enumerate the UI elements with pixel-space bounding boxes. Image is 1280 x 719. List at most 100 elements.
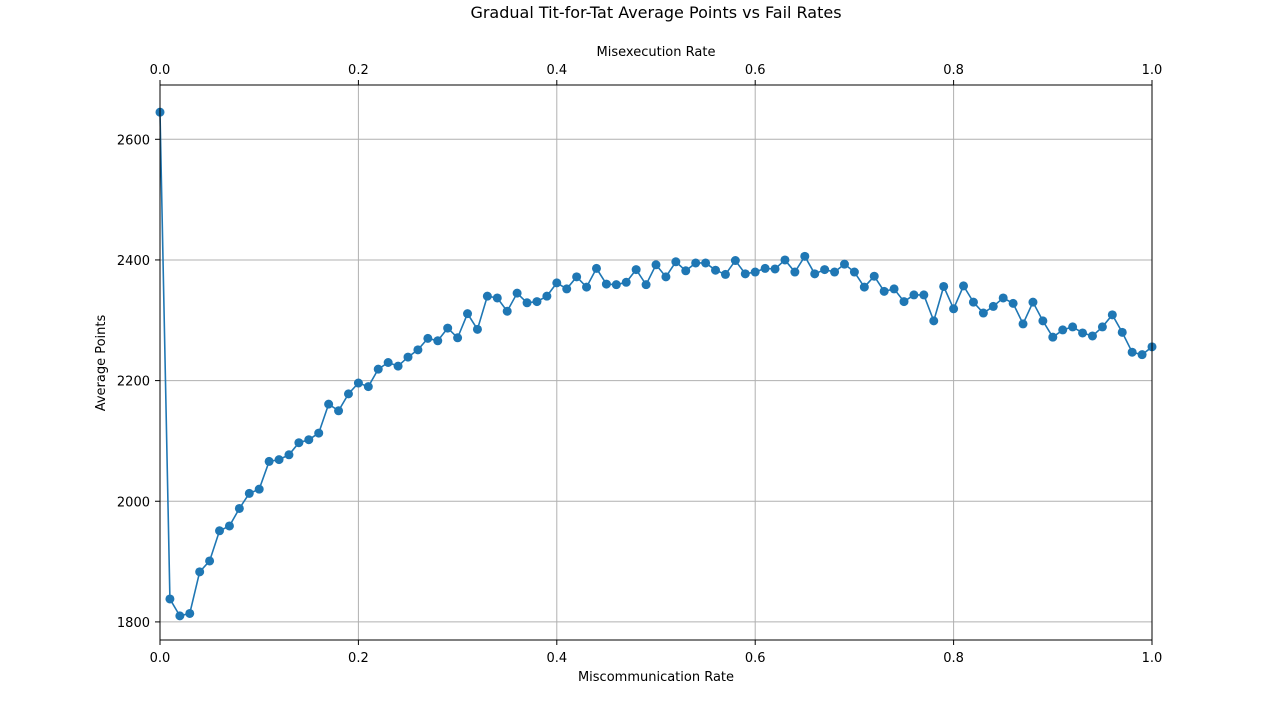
data-point [1028, 297, 1038, 307]
data-point [453, 333, 463, 343]
data-point [661, 272, 671, 282]
data-point [859, 282, 869, 292]
data-point [968, 297, 978, 307]
x2-tick-label: 0.6 [745, 63, 766, 78]
data-point [492, 293, 502, 303]
data-point [294, 438, 304, 448]
x2-tick-label: 0.2 [348, 63, 369, 78]
data-point [651, 260, 661, 270]
data-point [502, 306, 512, 316]
y-tick-label: 2400 [117, 254, 150, 269]
data-point [195, 567, 205, 577]
data-point [1087, 331, 1097, 341]
data-point [730, 256, 740, 266]
data-point [314, 428, 324, 438]
data-point [205, 556, 215, 566]
data-point [572, 272, 582, 282]
data-point [1038, 316, 1048, 326]
data-point [264, 456, 274, 466]
data-point [830, 267, 840, 277]
data-point [383, 358, 393, 367]
data-point [1127, 347, 1137, 357]
data-point [413, 345, 423, 355]
data-point [224, 521, 234, 531]
x-tick-label: 0.2 [348, 651, 369, 666]
data-point [215, 526, 225, 536]
data-point [244, 488, 254, 498]
data-point [423, 333, 433, 343]
data-point [909, 290, 919, 300]
data-point [879, 286, 889, 296]
grid-lines [159, 85, 1153, 640]
data-point [889, 284, 899, 294]
x2-tick-label: 1.0 [1142, 63, 1163, 78]
data-point [621, 277, 631, 287]
data-point [334, 406, 344, 416]
y-tick-label: 1800 [117, 616, 150, 631]
data-point [1018, 319, 1028, 329]
data-point [691, 258, 701, 268]
data-point [562, 284, 572, 294]
data-point [284, 450, 294, 460]
data-point [720, 269, 730, 279]
x-tick-label: 0.8 [943, 651, 964, 666]
data-point [1107, 310, 1117, 320]
data-series [155, 107, 1157, 621]
plot-frame [159, 84, 1153, 641]
data-point [1097, 322, 1107, 332]
data-point [185, 608, 195, 618]
data-point [532, 297, 542, 307]
data-point [1078, 328, 1088, 338]
data-point [353, 378, 363, 388]
data-point [274, 455, 284, 465]
data-point [463, 309, 473, 319]
data-point [582, 282, 592, 292]
data-point [988, 301, 998, 311]
data-point [919, 290, 929, 300]
data-point [1137, 350, 1147, 360]
data-point [711, 265, 721, 275]
data-point [998, 293, 1008, 303]
y-axis-label: Average Points [94, 314, 109, 411]
data-point [701, 258, 711, 268]
data-point [363, 382, 373, 392]
data-point [542, 291, 552, 301]
y-tick-label: 2000 [117, 495, 150, 510]
data-point [671, 257, 681, 267]
data-point [939, 281, 949, 291]
y-tick-label: 2600 [117, 133, 150, 148]
data-point [433, 336, 443, 346]
data-point [1068, 322, 1078, 332]
data-point [929, 316, 939, 326]
data-point [641, 280, 651, 290]
data-point [1117, 327, 1127, 337]
data-point [393, 361, 403, 371]
data-point [472, 324, 482, 334]
data-point [959, 281, 969, 291]
data-point [304, 435, 314, 445]
data-point [254, 484, 264, 494]
data-point [760, 263, 770, 273]
data-point [165, 594, 175, 604]
x-tick-label: 0.6 [745, 651, 766, 666]
data-point [1058, 325, 1068, 335]
y-tick-label: 2200 [117, 375, 150, 390]
data-point [949, 304, 959, 314]
bottom-x-axis-label: Miscommunication Rate [578, 670, 734, 685]
data-point [601, 279, 611, 289]
data-point [849, 267, 859, 277]
data-point [482, 291, 492, 301]
chart-title: Gradual Tit-for-Tat Average Points vs Fa… [470, 3, 841, 22]
data-point [740, 269, 750, 279]
data-point [899, 297, 909, 307]
data-point [512, 288, 522, 298]
data-point [681, 266, 691, 276]
axis-ticks: 0.0 0.2 0.4 0.6 0.8 1.0 0.0 0.2 0.4 0.6 0.8 1.0 1800… [117, 63, 1162, 666]
data-point [403, 352, 413, 362]
data-point [810, 269, 820, 279]
x-tick-label: 0.0 [150, 651, 171, 666]
data-point [770, 264, 780, 274]
data-point [591, 263, 601, 273]
x-tick-label: 1.0 [1142, 651, 1163, 666]
